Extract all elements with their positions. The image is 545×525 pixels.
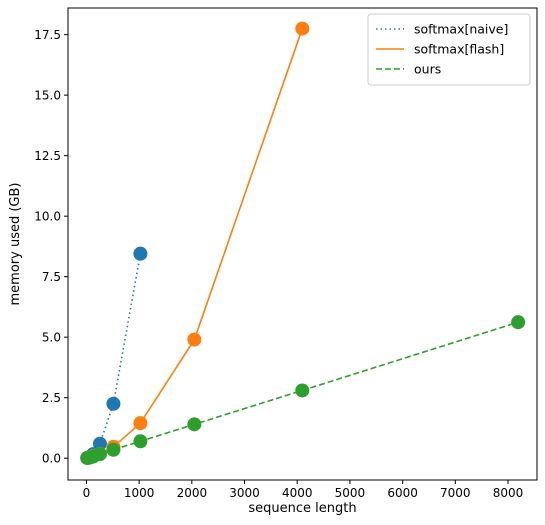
y-axis: 0.0 2.5 5.0 7.5 10.0 12.5 15.0 17.5 — [34, 28, 68, 466]
y-tick-label: 7.5 — [42, 270, 61, 284]
y-tick-label: 0.0 — [42, 452, 61, 466]
y-tick-label: 12.5 — [34, 149, 61, 163]
x-tick-label: 0 — [83, 486, 91, 500]
series-layer — [80, 21, 526, 465]
data-point — [106, 442, 121, 457]
x-tick-label: 8000 — [493, 486, 524, 500]
plot-area — [67, 7, 538, 481]
x-tick-label: 3000 — [229, 486, 260, 500]
series-2 — [80, 315, 526, 465]
y-tick-label: 2.5 — [42, 391, 61, 405]
legend: softmax[naive] softmax[flash] ours — [367, 13, 531, 86]
legend-label: softmax[naive] — [414, 22, 508, 37]
legend-box — [367, 13, 531, 86]
data-point — [133, 416, 148, 431]
x-tick-label: 1000 — [124, 486, 155, 500]
data-point — [295, 383, 310, 398]
legend-items: softmax[naive] softmax[flash] ours — [376, 22, 508, 77]
data-point — [92, 436, 107, 451]
data-point — [133, 434, 148, 449]
data-point — [133, 246, 148, 261]
data-point — [511, 315, 526, 330]
y-tick-label: 10.0 — [34, 210, 61, 224]
x-axis: 0 1000 2000 3000 4000 5000 6000 7000 8000 — [83, 480, 524, 500]
x-tick-label: 5000 — [335, 486, 366, 500]
data-point — [92, 447, 107, 462]
y-axis-label: memory used (GB) — [8, 183, 23, 306]
x-axis-label: sequence length — [248, 501, 356, 516]
x-tick-label: 6000 — [387, 486, 418, 500]
data-point — [187, 332, 202, 347]
data-point — [187, 417, 202, 432]
x-tick-label: 2000 — [177, 486, 208, 500]
y-tick-label: 5.0 — [42, 331, 61, 345]
y-tick-label: 15.0 — [34, 89, 61, 103]
data-point — [106, 396, 121, 411]
data-point — [295, 21, 310, 36]
legend-label: ours — [414, 62, 441, 77]
y-tick-label: 17.5 — [34, 28, 61, 42]
x-tick-label: 4000 — [282, 486, 313, 500]
legend-label: softmax[flash] — [414, 42, 504, 57]
x-tick-label: 7000 — [440, 486, 471, 500]
plot-frame — [67, 7, 538, 481]
